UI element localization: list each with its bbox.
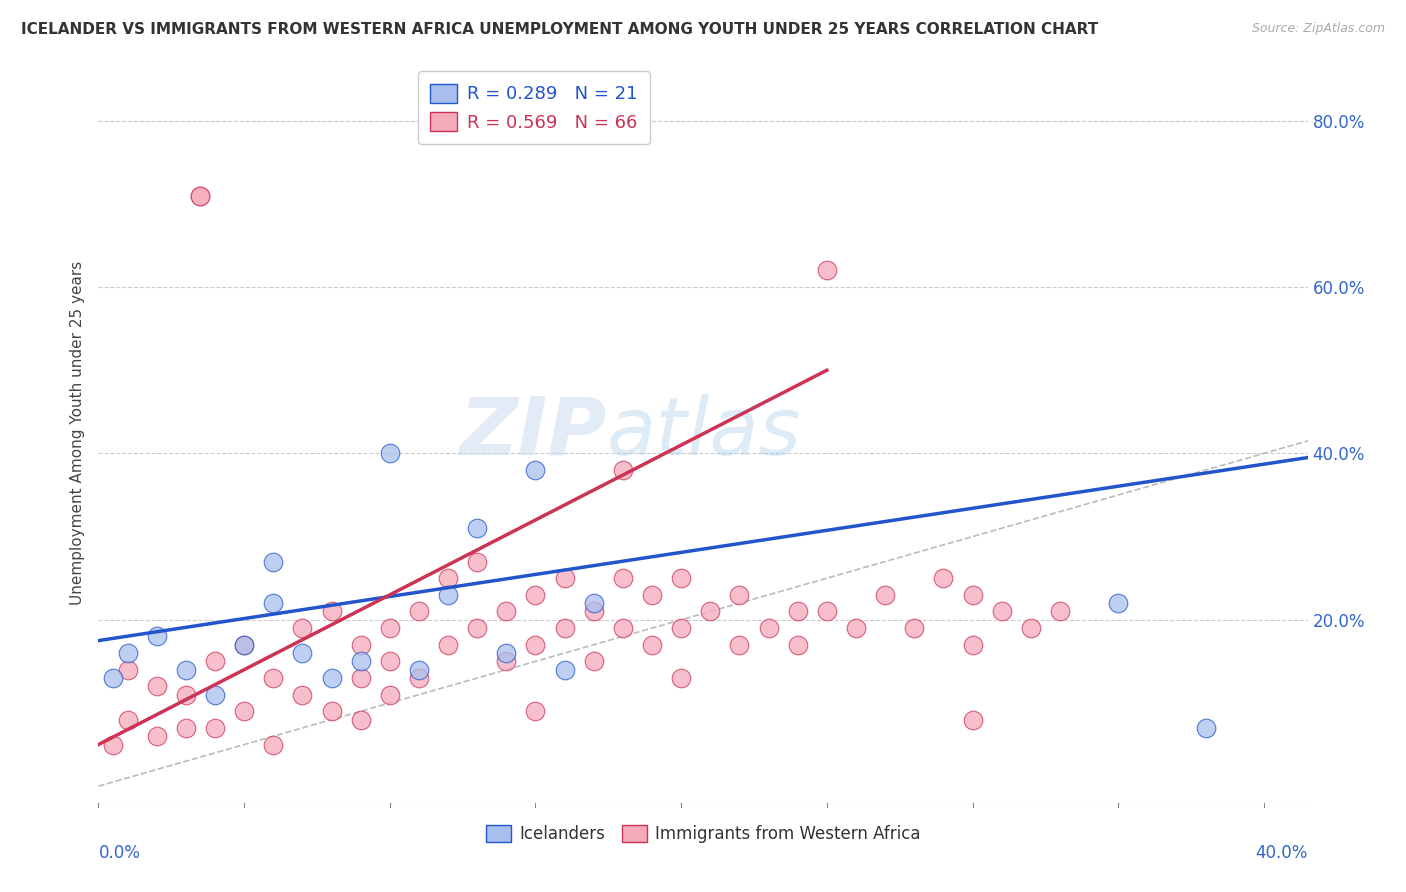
Point	[524, 704, 547, 718]
Point	[582, 596, 605, 610]
Text: 40.0%: 40.0%	[1256, 844, 1308, 862]
Point	[758, 621, 780, 635]
Text: 0.0%: 0.0%	[98, 844, 141, 862]
Point	[495, 646, 517, 660]
Point	[524, 638, 547, 652]
Point	[408, 605, 430, 619]
Point	[437, 638, 460, 652]
Point	[321, 671, 343, 685]
Point	[204, 721, 226, 735]
Point	[465, 555, 488, 569]
Point	[582, 605, 605, 619]
Point	[174, 721, 197, 735]
Point	[117, 646, 139, 660]
Point	[582, 654, 605, 668]
Point	[145, 629, 167, 643]
Point	[1107, 596, 1129, 610]
Point	[699, 605, 721, 619]
Point	[350, 638, 373, 652]
Point	[204, 688, 226, 702]
Point	[554, 663, 576, 677]
Point	[233, 638, 256, 652]
Point	[291, 621, 314, 635]
Point	[174, 663, 197, 677]
Point	[1194, 721, 1216, 735]
Point	[378, 446, 401, 460]
Point	[465, 521, 488, 535]
Point	[350, 671, 373, 685]
Point	[728, 588, 751, 602]
Point	[786, 638, 808, 652]
Point	[669, 671, 692, 685]
Point	[145, 679, 167, 693]
Point	[495, 605, 517, 619]
Legend: Icelanders, Immigrants from Western Africa: Icelanders, Immigrants from Western Afri…	[479, 819, 927, 850]
Point	[669, 571, 692, 585]
Point	[117, 663, 139, 677]
Point	[101, 738, 124, 752]
Point	[1019, 621, 1042, 635]
Point	[962, 638, 984, 652]
Point	[378, 654, 401, 668]
Point	[962, 588, 984, 602]
Point	[612, 463, 634, 477]
Point	[815, 605, 838, 619]
Point	[321, 605, 343, 619]
Point	[962, 713, 984, 727]
Point	[437, 571, 460, 585]
Point	[378, 688, 401, 702]
Point	[262, 671, 284, 685]
Point	[1049, 605, 1071, 619]
Point	[408, 663, 430, 677]
Point	[465, 621, 488, 635]
Point	[669, 621, 692, 635]
Point	[932, 571, 955, 585]
Point	[350, 654, 373, 668]
Y-axis label: Unemployment Among Youth under 25 years: Unemployment Among Youth under 25 years	[70, 260, 86, 605]
Text: Source: ZipAtlas.com: Source: ZipAtlas.com	[1251, 22, 1385, 36]
Point	[408, 671, 430, 685]
Point	[786, 605, 808, 619]
Text: ICELANDER VS IMMIGRANTS FROM WESTERN AFRICA UNEMPLOYMENT AMONG YOUTH UNDER 25 YE: ICELANDER VS IMMIGRANTS FROM WESTERN AFR…	[21, 22, 1098, 37]
Point	[233, 638, 256, 652]
Point	[612, 571, 634, 585]
Point	[815, 263, 838, 277]
Point	[117, 713, 139, 727]
Point	[190, 188, 212, 202]
Point	[845, 621, 868, 635]
Point	[495, 654, 517, 668]
Point	[641, 638, 664, 652]
Point	[190, 188, 212, 202]
Point	[554, 571, 576, 585]
Point	[262, 738, 284, 752]
Point	[204, 654, 226, 668]
Point	[524, 588, 547, 602]
Point	[903, 621, 925, 635]
Point	[101, 671, 124, 685]
Point	[321, 704, 343, 718]
Point	[990, 605, 1012, 619]
Point	[291, 646, 314, 660]
Point	[262, 555, 284, 569]
Text: atlas: atlas	[606, 393, 801, 472]
Point	[437, 588, 460, 602]
Point	[728, 638, 751, 652]
Point	[174, 688, 197, 702]
Point	[291, 688, 314, 702]
Point	[145, 729, 167, 743]
Point	[262, 596, 284, 610]
Point	[641, 588, 664, 602]
Point	[875, 588, 897, 602]
Point	[378, 621, 401, 635]
Point	[233, 704, 256, 718]
Point	[554, 621, 576, 635]
Point	[612, 621, 634, 635]
Point	[524, 463, 547, 477]
Point	[350, 713, 373, 727]
Text: ZIP: ZIP	[458, 393, 606, 472]
